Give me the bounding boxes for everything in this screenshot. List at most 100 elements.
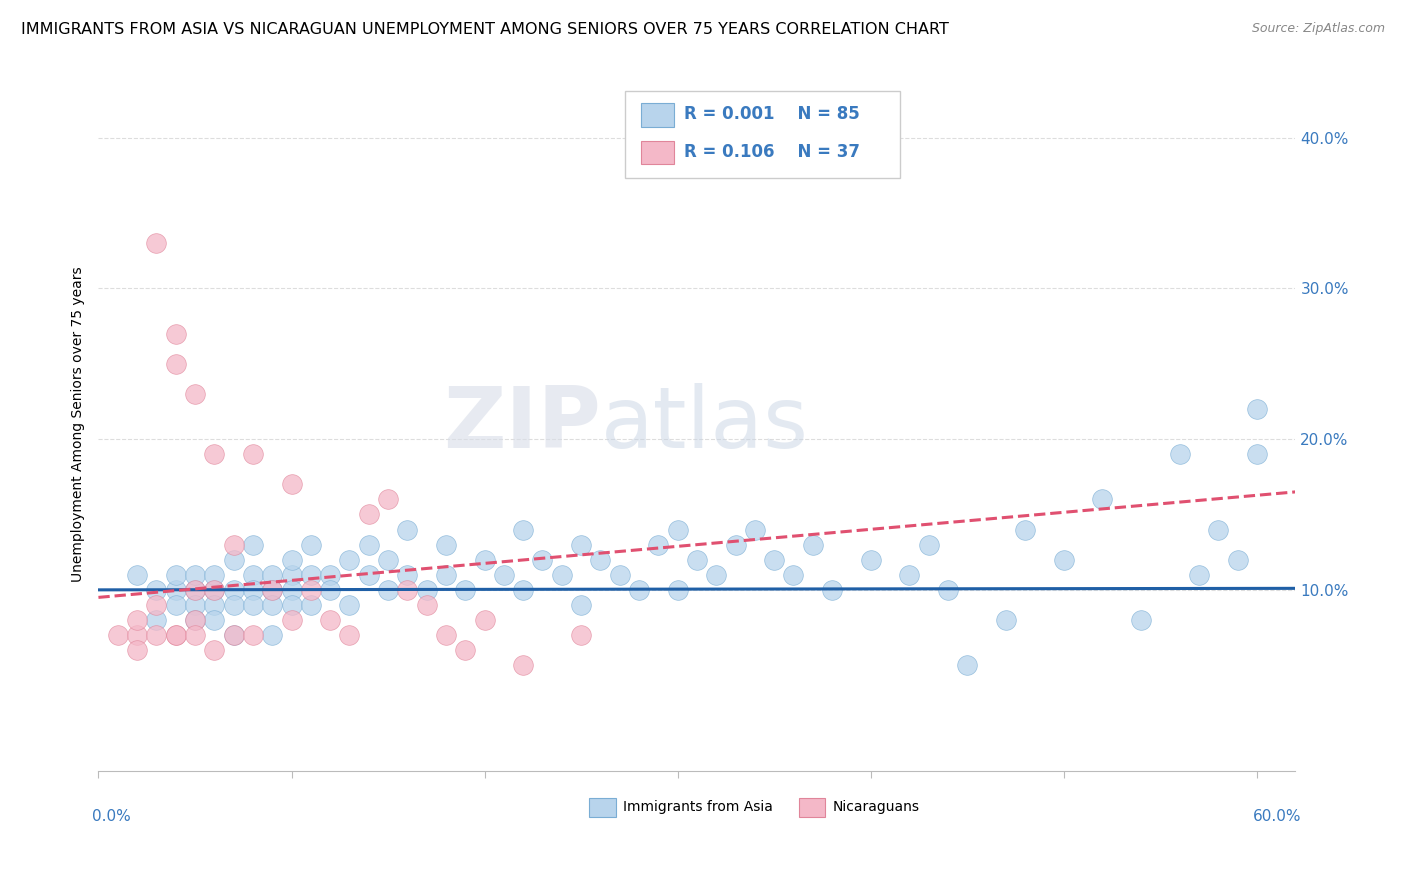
Point: [1226, 552, 1249, 566]
Point: [262, 582, 284, 597]
Point: [242, 567, 264, 582]
Point: [339, 628, 361, 642]
Point: [242, 628, 264, 642]
Point: [165, 598, 187, 612]
Text: Source: ZipAtlas.com: Source: ZipAtlas.com: [1251, 22, 1385, 36]
Point: [377, 492, 399, 507]
Point: [474, 613, 496, 627]
Point: [1053, 552, 1076, 566]
Point: [1168, 447, 1191, 461]
Point: [415, 582, 437, 597]
Point: [184, 567, 207, 582]
Point: [744, 523, 766, 537]
Point: [165, 628, 187, 642]
Point: [242, 447, 264, 461]
Point: [145, 598, 167, 612]
Point: [145, 582, 167, 597]
Point: [145, 628, 167, 642]
Point: [262, 628, 284, 642]
Point: [319, 613, 342, 627]
Point: [319, 567, 342, 582]
Point: [763, 552, 786, 566]
Point: [434, 567, 457, 582]
Point: [647, 538, 669, 552]
Point: [125, 567, 148, 582]
Point: [242, 582, 264, 597]
Point: [202, 582, 225, 597]
Point: [1206, 523, 1229, 537]
Point: [262, 598, 284, 612]
Point: [299, 538, 322, 552]
Point: [222, 598, 245, 612]
Point: [686, 552, 709, 566]
Point: [1246, 402, 1268, 417]
Text: ZIP: ZIP: [443, 383, 602, 466]
FancyBboxPatch shape: [641, 103, 675, 127]
Point: [202, 582, 225, 597]
Point: [454, 643, 477, 657]
Point: [202, 598, 225, 612]
Point: [242, 538, 264, 552]
Point: [454, 582, 477, 597]
Point: [280, 477, 302, 491]
Point: [299, 598, 322, 612]
Point: [704, 567, 727, 582]
Point: [569, 628, 592, 642]
FancyBboxPatch shape: [589, 797, 616, 817]
Point: [145, 236, 167, 251]
Point: [242, 598, 264, 612]
Point: [569, 538, 592, 552]
Point: [202, 613, 225, 627]
Point: [666, 582, 689, 597]
Point: [666, 523, 689, 537]
Point: [280, 582, 302, 597]
Point: [165, 567, 187, 582]
Point: [125, 643, 148, 657]
Text: atlas: atlas: [602, 383, 810, 466]
Point: [165, 357, 187, 371]
Point: [956, 658, 979, 673]
Y-axis label: Unemployment Among Seniors over 75 years: Unemployment Among Seniors over 75 years: [72, 266, 86, 582]
Point: [1014, 523, 1036, 537]
Point: [280, 598, 302, 612]
Point: [145, 613, 167, 627]
Point: [377, 552, 399, 566]
Point: [434, 628, 457, 642]
Point: [184, 387, 207, 401]
Point: [339, 552, 361, 566]
Point: [299, 582, 322, 597]
Text: 60.0%: 60.0%: [1253, 809, 1302, 824]
Point: [357, 567, 380, 582]
Point: [512, 582, 534, 597]
Point: [569, 598, 592, 612]
Point: [1246, 447, 1268, 461]
Point: [357, 508, 380, 522]
Point: [280, 613, 302, 627]
Point: [222, 538, 245, 552]
Point: [782, 567, 804, 582]
Point: [531, 552, 554, 566]
Point: [125, 628, 148, 642]
Point: [415, 598, 437, 612]
Point: [512, 523, 534, 537]
Point: [1188, 567, 1211, 582]
Point: [1091, 492, 1114, 507]
Point: [202, 643, 225, 657]
Point: [994, 613, 1017, 627]
Point: [299, 567, 322, 582]
Point: [859, 552, 882, 566]
FancyBboxPatch shape: [626, 91, 900, 178]
Point: [184, 598, 207, 612]
Point: [184, 582, 207, 597]
Point: [184, 613, 207, 627]
Point: [474, 552, 496, 566]
Text: 0.0%: 0.0%: [93, 809, 131, 824]
Point: [589, 552, 612, 566]
Point: [280, 567, 302, 582]
Point: [222, 552, 245, 566]
Point: [492, 567, 515, 582]
Point: [184, 582, 207, 597]
Point: [107, 628, 129, 642]
Point: [396, 567, 419, 582]
Point: [357, 538, 380, 552]
